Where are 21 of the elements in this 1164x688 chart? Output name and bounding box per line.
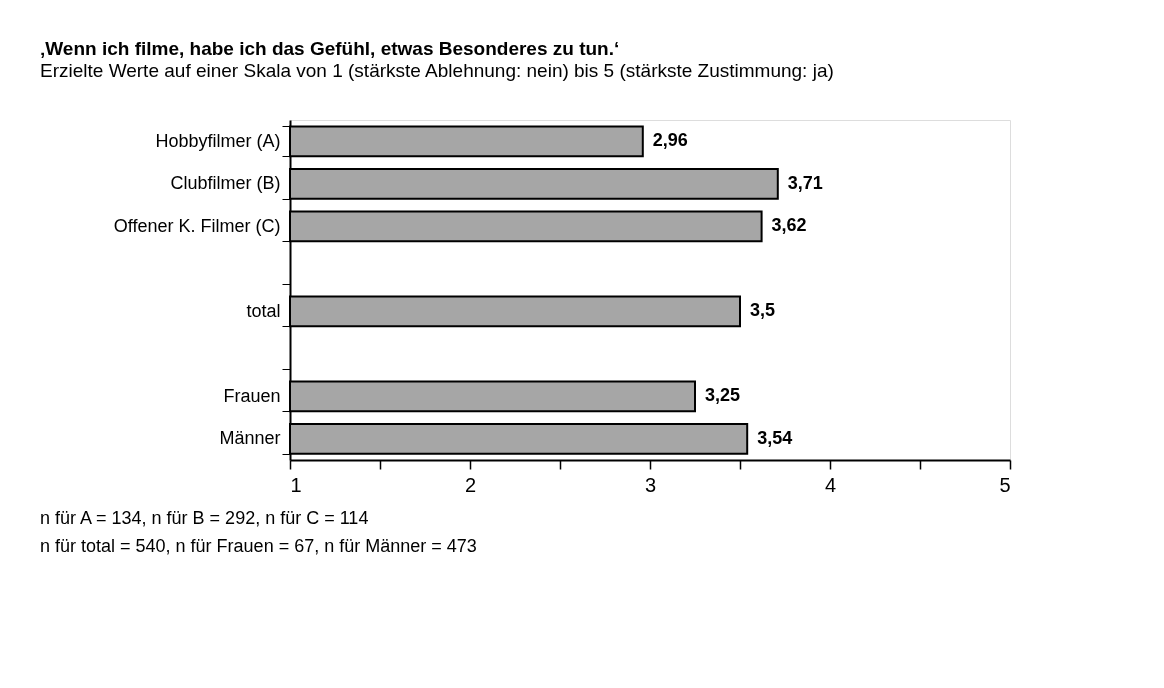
y-tick-label: Clubfilmer (B) <box>170 173 281 194</box>
text: n für total = 540, n für Frauen = 67, n für Männer = 473 <box>40 536 477 556</box>
data-label: 3,5 <box>750 300 776 321</box>
y-tick-label: total <box>246 300 281 321</box>
data-label: 3,62 <box>771 215 807 236</box>
text: n für A = 134, n für B = 292, n für C = 114 <box>40 508 369 528</box>
chart-subtitle: Erzielte Werte auf einer Skala von 1 (stärkste Ablehnung: nein) bis 5 (stärkste Zustimmung: ja) <box>40 60 834 81</box>
y-tick-label: Männer <box>219 428 281 449</box>
y-tick-label: Offener K. Filmer (C) <box>113 215 281 236</box>
data-label: 2,96 <box>652 130 688 151</box>
x-tick-label: 2 <box>464 473 477 496</box>
x-tick-label: 3 <box>644 473 657 496</box>
x-tick-label: 1 <box>290 473 302 496</box>
data-label: 3,54 <box>757 427 793 448</box>
y-tick-label: Frauen <box>223 385 281 406</box>
y-tick-label: Hobbyfilmer (A) <box>155 130 281 151</box>
x-tick-label: 4 <box>824 473 837 496</box>
x-tick-label: 5 <box>999 473 1011 496</box>
chart-title: ‚Wenn ich filme, habe ich das Gefühl, etwas Besonderes zu tun.‘ <box>40 38 620 59</box>
data-label: 3,25 <box>705 385 741 406</box>
data-label: 3,71 <box>787 172 823 193</box>
